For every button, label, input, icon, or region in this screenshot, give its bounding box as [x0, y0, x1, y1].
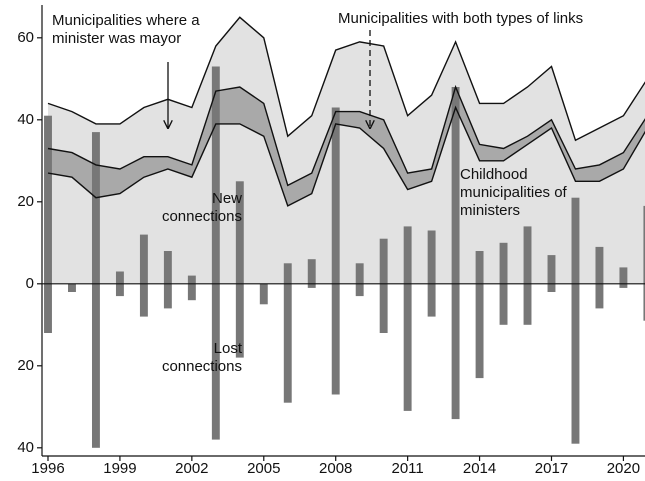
bar — [44, 283, 52, 333]
bar — [427, 230, 436, 284]
y-tick-label: 20 — [17, 193, 34, 210]
bar — [331, 107, 340, 284]
bar — [379, 283, 388, 333]
annotation: New connections — [161, 190, 242, 225]
x-tick-label: 2008 — [319, 460, 352, 477]
bar — [475, 251, 484, 284]
bar — [595, 246, 604, 284]
bar — [139, 283, 148, 317]
bar — [523, 283, 532, 325]
line — [47, 84, 645, 187]
y-tick-label: 40 — [17, 111, 34, 128]
bar — [187, 275, 196, 284]
bar — [115, 283, 124, 297]
bar — [163, 283, 172, 309]
x-tick-label: 2014 — [463, 460, 496, 477]
bar — [235, 283, 244, 358]
bar — [451, 87, 460, 284]
bar — [403, 283, 412, 411]
line — [47, 16, 645, 142]
bar — [379, 238, 388, 284]
bar — [163, 251, 172, 284]
x-tick-label: 2020 — [607, 460, 640, 477]
x-tick-label: 1996 — [31, 460, 64, 477]
bar — [355, 283, 364, 297]
annotation: Childhood municipalities of ministers — [460, 166, 567, 219]
band — [47, 87, 645, 206]
bar — [571, 283, 580, 444]
bar — [499, 242, 508, 284]
bar — [115, 271, 124, 284]
bar — [187, 283, 196, 301]
y-tick-label: 40 — [17, 439, 34, 456]
bar — [307, 259, 316, 284]
bar — [235, 181, 244, 284]
bar — [91, 132, 100, 284]
annotation: Lost connections — [161, 340, 242, 375]
bar — [211, 283, 220, 440]
x-tick-label: 2002 — [175, 460, 208, 477]
bar — [547, 283, 556, 292]
area — [47, 17, 645, 284]
bar — [403, 226, 412, 284]
y-tick-label: 20 — [17, 357, 34, 374]
bar — [427, 283, 436, 317]
bar — [307, 283, 316, 288]
x-tick-label: 2011 — [392, 460, 424, 477]
y-tick-label: 60 — [17, 29, 34, 46]
x-tick-label: 2005 — [247, 460, 280, 477]
bar — [595, 283, 604, 309]
axes: 40 20 0 20 40 60 1996 1999 2002 2005 2008 2011 2014 2… — [17, 5, 645, 477]
annotation: Municipalities where a minister was mayo… — [52, 12, 200, 47]
bar — [283, 263, 292, 284]
bar — [643, 205, 645, 284]
bar — [619, 267, 628, 284]
bar — [91, 283, 100, 448]
bar — [499, 283, 508, 325]
bar — [211, 66, 220, 284]
bar — [475, 283, 484, 379]
line — [47, 105, 645, 207]
bar — [643, 283, 645, 321]
x-tick-label: 1999 — [103, 460, 136, 477]
bar — [355, 263, 364, 284]
bar — [68, 283, 76, 292]
x-tick-label: 2017 — [535, 460, 568, 477]
y-tick-label: 0 — [26, 275, 34, 292]
bar — [451, 283, 460, 420]
plot-area — [44, 16, 645, 448]
bar — [139, 234, 148, 284]
annotation: Municipalities with both types of links — [338, 10, 584, 27]
bar — [331, 283, 340, 395]
bar — [259, 283, 268, 305]
bar — [571, 197, 580, 284]
bar — [44, 115, 52, 284]
bar — [619, 283, 628, 288]
bar — [547, 255, 556, 284]
bar — [523, 226, 532, 284]
bar — [283, 283, 292, 403]
